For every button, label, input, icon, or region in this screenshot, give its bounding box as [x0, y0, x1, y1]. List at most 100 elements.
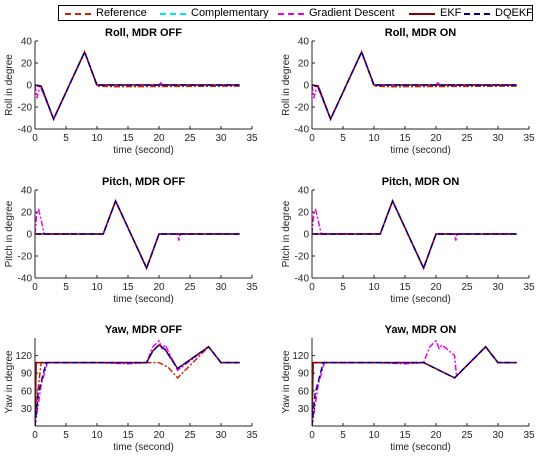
plot-area [35, 338, 252, 426]
x-tick-label: 25 [461, 430, 473, 441]
y-tick-label: 20 [21, 208, 33, 219]
series-group [312, 50, 517, 122]
chart-legend: Reference Complementary Gradient Descent… [58, 5, 533, 21]
chart-title: Yaw, MDR OFF [105, 324, 182, 336]
y-axis-label: Yaw in degree [281, 350, 292, 414]
series-line-gradient-descent [312, 199, 517, 271]
y-tick-label: 120 [15, 351, 32, 362]
x-tick-label: 30 [492, 133, 504, 144]
y-tick-label: -20 [18, 252, 33, 263]
y-tick-label: 120 [292, 351, 309, 362]
y-tick-label: 30 [298, 404, 310, 415]
x-tick-label: 15 [399, 133, 411, 144]
legend-label: EKF [440, 7, 462, 19]
x-tick-label: 10 [368, 282, 380, 293]
chart-roll-mdr-off: 0 5 10 15 20 25 30 35 -40 -20 0 20 40 Roll, MDR OFF ti… [4, 27, 258, 156]
series-group [35, 199, 240, 271]
legend-swatch-ekf [409, 13, 435, 15]
chart-title: Pitch, MDR OFF [102, 176, 185, 188]
x-tick-label: 25 [184, 133, 196, 144]
x-tick-label: 20 [153, 430, 165, 441]
x-tick-label: 25 [461, 282, 473, 293]
x-tick-label: 35 [246, 133, 258, 144]
x-tick-label: 30 [492, 282, 504, 293]
y-tick-label: -40 [18, 274, 33, 285]
x-axis-label: time (second) [390, 442, 451, 453]
legend-label: DQEKF [495, 7, 533, 19]
x-axis-label: time (second) [113, 294, 174, 305]
x-tick-label: 0 [309, 133, 315, 144]
y-axis-label: Pitch in degree [281, 200, 292, 267]
y-tick-label: 60 [21, 386, 33, 397]
y-tick-label: 90 [21, 369, 33, 380]
chart-title: Pitch, MDR ON [382, 176, 460, 188]
chart-title: Roll, MDR OFF [105, 27, 182, 39]
x-tick-label: 5 [340, 282, 346, 293]
x-tick-label: 10 [91, 282, 103, 293]
legend-swatch-reference [65, 13, 91, 15]
series-group [312, 339, 517, 426]
y-tick-label: -40 [295, 274, 310, 285]
x-tick-label: 10 [368, 430, 380, 441]
y-tick-label: -20 [295, 252, 310, 263]
x-tick-label: 35 [523, 430, 535, 441]
y-tick-label: 60 [298, 386, 310, 397]
y-tick-label: -20 [295, 103, 310, 114]
x-tick-label: 35 [246, 430, 258, 441]
y-tick-label: -40 [295, 125, 310, 136]
plot-area [312, 338, 529, 426]
x-tick-label: 20 [430, 282, 442, 293]
x-tick-label: 35 [523, 133, 535, 144]
legend-swatch-dqekf [464, 13, 490, 15]
x-tick-label: 30 [215, 282, 227, 293]
x-tick-label: 30 [492, 430, 504, 441]
y-tick-label: 30 [21, 404, 33, 415]
x-tick-label: 0 [309, 282, 315, 293]
x-tick-label: 20 [430, 430, 442, 441]
chart-pitch-mdr-off: 0 5 10 15 20 25 30 35 -40 -20 0 20 40 Pitch, MDR OFF t… [4, 176, 258, 305]
y-tick-label: 20 [21, 59, 33, 70]
chart-yaw-mdr-off: 0 5 10 15 20 25 30 35 30 60 90 120 Yaw, MDR OFF time … [4, 324, 258, 453]
x-tick-label: 5 [63, 282, 69, 293]
legend-swatch-gradient-descent [278, 13, 304, 15]
series-line-dqekf [312, 199, 517, 271]
y-tick-label: 0 [303, 81, 309, 92]
series-line-dqekf [35, 344, 240, 426]
x-tick-label: 25 [184, 282, 196, 293]
legend-swatch-complementary [160, 13, 186, 15]
y-tick-label: 40 [298, 37, 310, 48]
x-tick-label: 5 [340, 133, 346, 144]
series-line-dqekf [312, 50, 517, 122]
x-tick-label: 20 [153, 133, 165, 144]
x-tick-label: 5 [63, 133, 69, 144]
y-tick-label: 40 [21, 186, 33, 197]
x-tick-label: 15 [122, 430, 134, 441]
y-axis-label: Roll in degree [281, 54, 292, 116]
x-tick-label: 10 [368, 133, 380, 144]
x-tick-label: 30 [215, 430, 227, 441]
legend-label: Gradient Descent [309, 7, 395, 19]
chart-title: Roll, MDR ON [385, 27, 457, 39]
x-tick-label: 5 [63, 430, 69, 441]
x-tick-label: 30 [215, 133, 227, 144]
x-tick-label: 25 [461, 133, 473, 144]
x-axis-label: time (second) [113, 442, 174, 453]
chart-pitch-mdr-on: 0 5 10 15 20 25 30 35 -40 -20 0 20 40 Pitch, MDR ON ti… [281, 176, 535, 305]
y-tick-label: 90 [298, 369, 310, 380]
series-line-reference [35, 50, 240, 122]
y-tick-label: -20 [18, 103, 33, 114]
series-line-dqekf [35, 50, 240, 122]
series-line-gradient-descent [35, 199, 240, 271]
y-axis-label: Roll in degree [4, 54, 15, 116]
x-tick-label: 0 [32, 133, 38, 144]
x-tick-label: 25 [184, 430, 196, 441]
x-axis-label: time (second) [390, 294, 451, 305]
x-tick-label: 15 [399, 430, 411, 441]
y-axis-label: Pitch in degree [4, 200, 15, 267]
x-tick-label: 15 [122, 133, 134, 144]
x-tick-label: 20 [430, 133, 442, 144]
y-tick-label: 20 [298, 208, 310, 219]
chart-yaw-mdr-on: 0 5 10 15 20 25 30 35 30 60 90 120 Yaw, MDR ON time (… [281, 324, 535, 453]
y-axis-label: Yaw in degree [4, 350, 15, 414]
x-tick-label: 15 [122, 282, 134, 293]
